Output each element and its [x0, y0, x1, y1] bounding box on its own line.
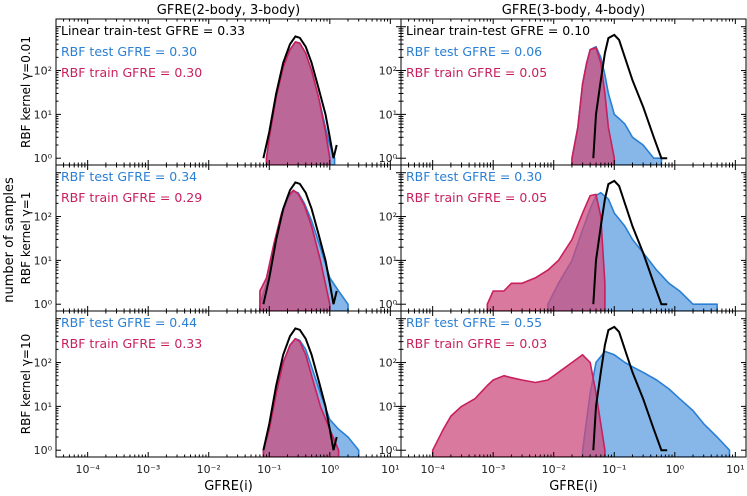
row-y-label: RBF kernel γ=10	[19, 334, 33, 434]
x-tick-label: 10⁻³	[136, 463, 160, 476]
annotation-test: RBF test GFRE = 0.30	[406, 169, 542, 184]
series-linear-line	[592, 33, 668, 160]
x-tick-label: 10⁻¹	[257, 463, 281, 476]
series-train-area	[265, 41, 331, 165]
chart-panel-row1-col1: 10⁰ 10¹ 10² GFRE(2-body, 3-body) RBF kernel …	[19, 3, 402, 166]
chart-panel-row3-col2: 10⁻⁴ 10⁻³ 10⁻² 10⁻¹ 10⁰ 10¹ 10⁰ 10¹ 10² GFRE(i) RB…	[379, 310, 747, 494]
y-tick-label: 10¹	[379, 108, 397, 121]
x-tick-label: 10⁰	[321, 463, 340, 476]
y-tick-label: 10¹	[34, 400, 52, 413]
x-tick-label: 10⁰	[666, 463, 685, 476]
annotation-test: RBF test GFRE = 0.34	[61, 169, 197, 184]
series-train-area	[486, 193, 606, 311]
panel-grid: 10⁰ 10¹ 10² GFRE(2-body, 3-body) RBF kernel …	[19, 3, 747, 494]
annotation-test: RBF test GFRE = 0.06	[406, 44, 542, 59]
chart-panel-row2-col2: 10⁰ 10¹ 10² RBF test GFRE = 0.30 RBF train G…	[379, 164, 747, 312]
x-tick-label: 10⁻¹	[602, 463, 626, 476]
x-tick-label: 10⁻⁴	[421, 463, 446, 476]
y-tick-label: 10²	[34, 211, 52, 224]
row-y-label: RBF kernel γ=0.01	[19, 36, 33, 148]
series-linear-line	[262, 327, 338, 451]
plot-area	[571, 33, 668, 165]
annotation-train: RBF train GFRE = 0.05	[406, 190, 547, 205]
y-tick-label: 10⁰	[34, 298, 53, 311]
annotation-test: RBF test GFRE = 0.44	[61, 315, 197, 330]
x-axis-label: GFRE(i)	[204, 479, 253, 494]
annotation-train: RBF train GFRE = 0.33	[61, 336, 202, 351]
panel-title: GFRE(2-body, 3-body)	[157, 3, 300, 18]
row-y-label: RBF kernel γ=1	[19, 192, 33, 285]
series-linear-line	[262, 35, 338, 159]
y-tick-label: 10²	[379, 65, 397, 78]
panel-frame	[400, 310, 747, 458]
y-tick-label: 10⁰	[379, 298, 398, 311]
y-tick-label: 10⁰	[379, 152, 398, 165]
series-train-area	[571, 47, 616, 165]
y-tick-label: 10¹	[34, 108, 52, 121]
y-tick-label: 10²	[34, 357, 52, 370]
plot-area	[259, 181, 349, 311]
annotation-test: RBF test GFRE = 0.55	[406, 315, 542, 330]
y-tick-label: 10⁰	[34, 152, 53, 165]
y-tick-label: 10²	[379, 357, 397, 370]
series-train-area	[259, 189, 331, 311]
x-tick-label: 10¹	[726, 463, 744, 476]
annotation-train: RBF train GFRE = 0.29	[61, 190, 202, 205]
x-tick-label: 10⁻⁴	[76, 463, 101, 476]
panel-frame	[55, 164, 402, 312]
y-tick-label: 10¹	[379, 400, 397, 413]
series-linear-line	[262, 181, 338, 305]
y-tick-label: 10²	[379, 211, 397, 224]
x-tick-label: 10⁻³	[481, 463, 505, 476]
y-tick-label: 10¹	[34, 254, 52, 267]
panel-title: GFRE(3-body, 4-body)	[502, 3, 645, 18]
plot-area	[486, 179, 718, 311]
shared-y-axis-label: number of samples	[2, 177, 17, 303]
series-linear-line	[592, 325, 668, 452]
x-tick-label: 10¹	[381, 463, 399, 476]
y-tick-label: 10⁰	[379, 444, 398, 457]
annotation-linear: Linear train-test GFRE = 0.10	[406, 23, 590, 38]
x-tick-label: 10⁻²	[197, 463, 221, 476]
y-tick-label: 10¹	[379, 254, 397, 267]
annotation-linear: Linear train-test GFRE = 0.33	[61, 23, 245, 38]
panel-frame	[55, 310, 402, 458]
annotation-train: RBF train GFRE = 0.30	[61, 65, 202, 80]
annotation-train: RBF train GFRE = 0.05	[406, 65, 547, 80]
chart-panel-row1-col2: 10⁰ 10¹ 10² GFRE(3-body, 4-body) Linear trai…	[379, 3, 747, 166]
plot-area	[431, 325, 731, 457]
annotation-train: RBF train GFRE = 0.03	[406, 336, 547, 351]
series-test-area	[581, 350, 731, 457]
y-tick-label: 10²	[34, 65, 52, 78]
panel-frame	[400, 18, 747, 166]
plot-area	[262, 327, 360, 457]
x-tick-label: 10⁻²	[542, 463, 566, 476]
annotation-test: RBF test GFRE = 0.30	[61, 44, 197, 59]
series-train-area	[431, 354, 606, 457]
plot-area	[262, 35, 338, 165]
x-axis-label: GFRE(i)	[549, 479, 598, 494]
series-linear-line	[592, 179, 668, 306]
y-tick-label: 10⁰	[34, 444, 53, 457]
panel-frame	[55, 18, 402, 166]
